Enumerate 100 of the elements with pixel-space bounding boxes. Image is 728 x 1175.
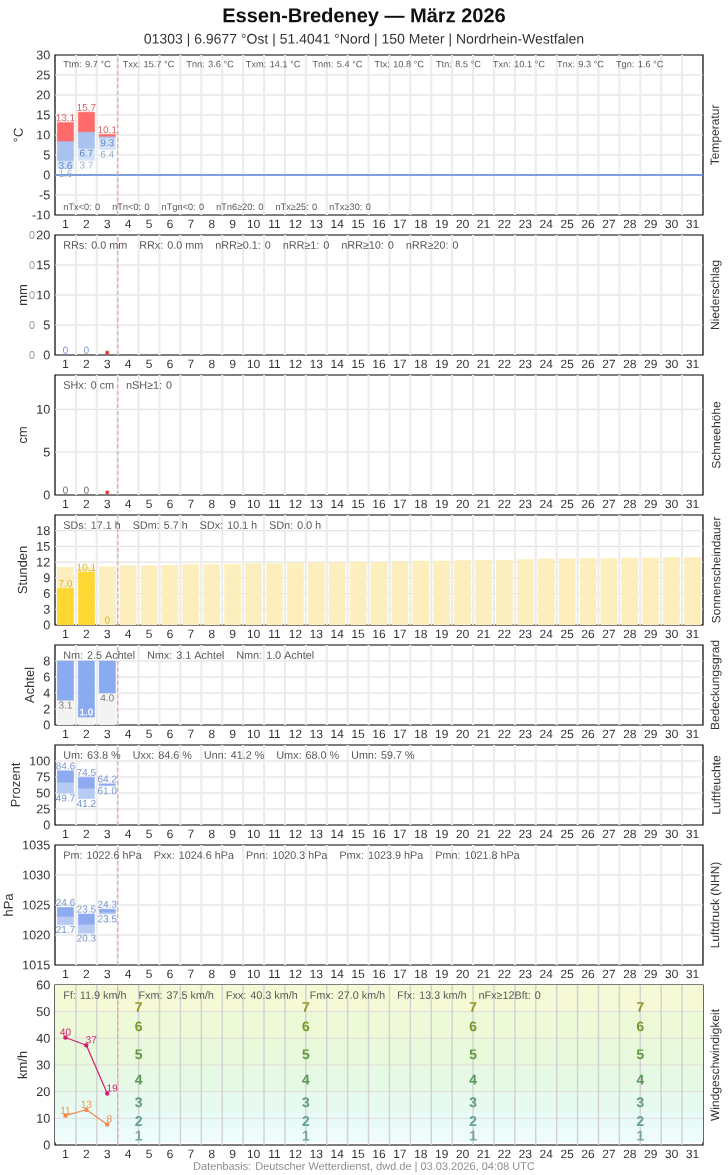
x-tick-label: 23 xyxy=(519,359,532,369)
text: 7 xyxy=(636,1002,644,1012)
text: 1 xyxy=(470,1130,477,1141)
x-tick-label: 9 xyxy=(229,969,236,979)
y-tick-label: 75 xyxy=(36,772,50,782)
y-tick-label: -5 xyxy=(39,190,50,200)
text: 1 xyxy=(637,1130,644,1141)
y-tick-label: 5 xyxy=(43,447,50,457)
x-tick-label: 5 xyxy=(146,499,152,509)
annotation: 6.4 xyxy=(100,150,114,158)
y-tick-label: 40 xyxy=(36,1033,50,1043)
y-tick-label: 15 xyxy=(37,542,50,551)
x-tick-label: 3 xyxy=(104,499,111,509)
x-tick-label: 3 xyxy=(104,729,111,739)
annotation: 24.3 xyxy=(98,900,117,908)
text: 2 xyxy=(302,1116,310,1126)
x-tick-label: 19 xyxy=(435,219,448,229)
x-tick-label: 14 xyxy=(331,499,344,508)
x-tick-label: 20 xyxy=(456,499,469,509)
x-tick-label: 15 xyxy=(352,359,365,369)
x-tick-label: 12 xyxy=(289,969,302,979)
x-tick-label: 18 xyxy=(415,629,427,639)
x-tick-label: 1 xyxy=(63,359,69,368)
band-label: 4 xyxy=(134,1074,143,1085)
x-tick-label: 4 xyxy=(125,969,132,978)
x-tick-label: 25 xyxy=(561,729,574,739)
x-tick-label: 22 xyxy=(498,729,511,739)
x-tick-label: 27 xyxy=(602,969,615,979)
y-tick-label: 9 xyxy=(43,573,50,583)
data-label: 10.1 xyxy=(77,563,96,571)
x-tick-label: 29 xyxy=(644,969,657,979)
x-tick-label: 25 xyxy=(561,499,574,509)
y-tick-label: 20 xyxy=(36,230,50,240)
x-tick-label: 18 xyxy=(415,969,427,979)
y2-axis-title: Schneehöhe xyxy=(711,401,721,469)
x-tick-label: 30 xyxy=(665,829,678,839)
x-tick-label: 27 xyxy=(602,629,615,639)
x-tick-label: 30 xyxy=(665,729,678,739)
x-tick-label: 29 xyxy=(644,729,657,739)
x-tick-label: 30 xyxy=(665,969,678,979)
x-tick-label: 8 xyxy=(208,219,215,229)
x-tick-label: 24 xyxy=(540,969,553,979)
band-label: 1 xyxy=(135,1130,143,1141)
text: 4 xyxy=(636,1074,645,1085)
text: 2 xyxy=(469,1116,477,1126)
x-tick-label: 29 xyxy=(644,219,657,229)
annotation: 23.5 xyxy=(98,915,117,923)
x-tick-label: 17 xyxy=(394,1149,406,1158)
x-tick-label: 31 xyxy=(686,829,699,839)
y-tick-label: 50 xyxy=(36,788,50,798)
x-tick-label: 6 xyxy=(167,829,173,839)
y-axis-title: Stunden xyxy=(17,546,28,594)
x-tick-label: 7 xyxy=(188,499,194,508)
x-tick-label: 7 xyxy=(188,1149,194,1158)
x-tick-label: 21 xyxy=(477,219,490,229)
x-tick-label: 1 xyxy=(63,219,69,228)
annotation: Ff: 11.9 km/h Fxm: 37.5 km/h Fxx: 40.3 km/h Fmx: 27.0 km/h Ffx: 13.3 km/h nFx≥12Bft: 0 xyxy=(64,991,541,999)
x-tick-label: 28 xyxy=(623,969,636,979)
x-tick-label: 30 xyxy=(665,1149,678,1159)
chart-title: Essen-Bredeney — März 2026 xyxy=(223,7,505,27)
x-tick-label: 6 xyxy=(167,359,173,369)
y-tick-label: 15 xyxy=(37,110,50,120)
x-tick-label: 12 xyxy=(289,219,302,229)
x-tick-label: 24 xyxy=(540,1149,553,1159)
x-tick-label: 4 xyxy=(125,629,132,638)
y-axis-title: Prozent xyxy=(10,762,20,807)
data-label: 11 xyxy=(61,1106,71,1114)
x-tick-label: 26 xyxy=(581,499,595,509)
text: 6 xyxy=(636,1021,644,1032)
annotation: Ttm: 9.7 °C Txx: 15.7 °C Tnn: 3.6 °C Txm: 14.1 °C Tnm: 5.4 °C Ttx: 10.8 °C Ttn: 8.5 °C Txn: 10.1 °C Tnx: 9.3 °C Tgn: 1.6 °C xyxy=(63,60,664,70)
x-tick-label: 28 xyxy=(623,729,636,739)
y2-axis-title: Sonnenscheindauer xyxy=(711,516,721,623)
x-tick-label: 28 xyxy=(623,629,636,639)
y-tick-label: 5 xyxy=(43,150,50,160)
x-tick-label: 17 xyxy=(394,359,406,368)
x-tick-label: 2 xyxy=(83,729,90,739)
x-tick-label: 23 xyxy=(519,629,532,639)
x-tick-label: 4 xyxy=(125,219,132,228)
x-tick-label: 11 xyxy=(269,219,281,228)
annotation: 15.7 xyxy=(77,103,96,111)
x-tick-label: 1 xyxy=(63,829,69,838)
x-tick-label: 15 xyxy=(352,1149,365,1159)
x-tick-label: 10 xyxy=(247,219,260,229)
y-tick-label: 30 xyxy=(36,1060,50,1070)
x-tick-label: 30 xyxy=(665,629,678,639)
y-axis-title: Achtel xyxy=(24,667,35,704)
x-tick-label: 29 xyxy=(644,359,657,369)
x-tick-label: 13 xyxy=(310,629,323,639)
y-axis-title: cm xyxy=(19,427,28,444)
x-tick-label: 11 xyxy=(269,629,281,638)
x-tick-label: 15 xyxy=(352,829,365,839)
x-tick-label: 31 xyxy=(686,969,699,979)
x-tick-label: 11 xyxy=(269,499,281,508)
annotation: 84.6 xyxy=(56,762,75,770)
x-tick-label: 1 xyxy=(63,1149,69,1158)
x-tick-label: 1 xyxy=(63,499,69,508)
x-tick-label: 2 xyxy=(83,829,90,839)
y2-axis-title: Luftfeuchte xyxy=(711,755,721,814)
x-tick-label: 13 xyxy=(310,729,323,739)
y-tick-label: 100 xyxy=(30,756,50,766)
